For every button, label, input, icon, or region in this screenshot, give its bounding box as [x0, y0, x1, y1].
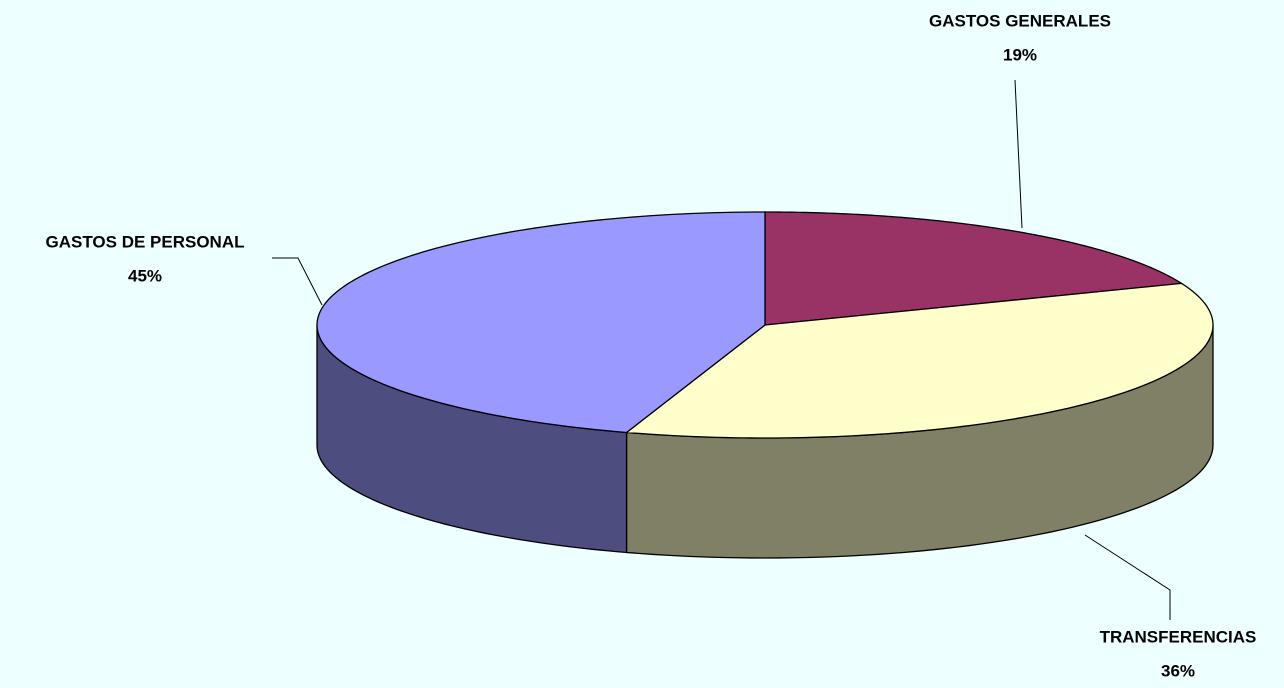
slice: [764, 211, 1184, 326]
slice-label: GASTOS DE PERSONAL: [46, 232, 245, 251]
leader-line: [1084, 534, 1171, 620]
slice-label: TRANSFERENCIAS: [1100, 627, 1257, 646]
leader-line: [272, 257, 323, 306]
slice-value-label: 19%: [1003, 45, 1037, 64]
slice-value-label: 45%: [128, 266, 162, 285]
leader-line: [1014, 79, 1023, 229]
slice-value-label: 36%: [1161, 661, 1195, 680]
slice-label: GASTOS GENERALES: [929, 11, 1111, 30]
slice: [316, 211, 766, 434]
slice: [624, 282, 1214, 439]
